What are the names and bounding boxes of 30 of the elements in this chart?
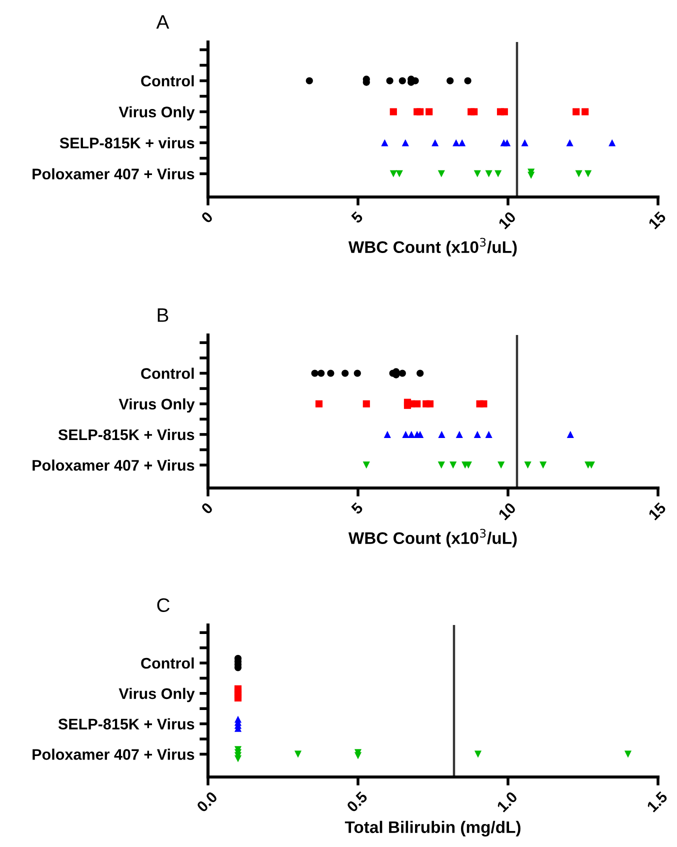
y-tick-label: SELP-815K + Virus (58, 428, 194, 440)
y-tick-label: Poloxamer 407 + Virus (32, 748, 194, 760)
x-tick-label: 0 (200, 210, 214, 224)
x-tick-label: 10 (498, 502, 516, 520)
chart-title: A (156, 15, 170, 29)
x-tick-label: 5 (350, 502, 364, 515)
x-tick-label: 1.5 (646, 790, 668, 812)
y-tick-label: Poloxamer 407 + Virus (32, 460, 194, 471)
x-tick-label: 15 (648, 210, 667, 230)
y-tick-label: Control (141, 657, 194, 669)
y-tick-label: Virus Only (118, 688, 195, 702)
x-tick-label: 5 (350, 210, 364, 224)
x-tick-label: 15 (648, 502, 667, 520)
y-tick-label: SELP-815K + virus (60, 137, 194, 148)
y-tick-label: Control (141, 368, 194, 379)
y-tick-label: Poloxamer 407 + Virus (32, 168, 194, 180)
x-tick-label: 10 (498, 210, 516, 230)
x-axis-title: Total Bilirubin (mg/dL) (344, 820, 520, 836)
y-tick-label: Control (141, 75, 194, 86)
y-tick-label: Virus Only (118, 106, 195, 120)
x-axis-title: WBC Count (x10$^{3}$/uL) (348, 528, 517, 548)
x-axis-title: WBC Count (x10$^{3}$/uL) (348, 238, 517, 256)
y-tick-label: SELP-815K + Virus (58, 718, 194, 730)
x-tick-label: 1.0 (496, 790, 518, 812)
x-tick-label: 0.5 (346, 790, 368, 813)
chart-title: C (157, 598, 170, 612)
x-tick-label: 0 (200, 502, 214, 515)
x-tick-label: 0.0 (196, 790, 218, 813)
y-tick-label: Virus Only (118, 398, 195, 413)
chart-title: B (158, 308, 168, 322)
